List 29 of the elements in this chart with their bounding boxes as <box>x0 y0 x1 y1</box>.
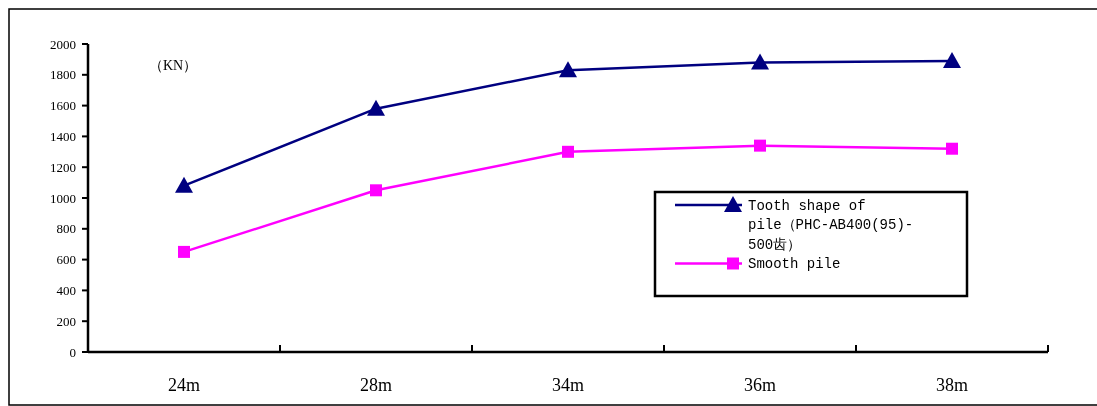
x-tick-label: 28m <box>359 375 393 395</box>
point <box>943 51 961 68</box>
y-tick-label: 2000 <box>50 36 76 52</box>
point <box>946 142 958 155</box>
y-tick-label: 800 <box>56 221 76 237</box>
point <box>559 61 577 78</box>
legend-label: Smooth pile <box>748 256 841 273</box>
y-tick-label: 600 <box>56 252 76 268</box>
y-tick-label: 1200 <box>50 159 76 175</box>
legend-label: Tooth shape of pile（PHC-AB400(95)-500齿） <box>748 197 914 253</box>
point <box>370 184 382 197</box>
y-tick-label: 400 <box>56 282 76 298</box>
x-tick-label: 36m <box>743 375 777 395</box>
point <box>562 145 574 158</box>
point <box>178 245 190 258</box>
x-tick-label: 34m <box>551 375 585 395</box>
y-tick-label: 0 <box>69 344 76 360</box>
y-tick-label: 1800 <box>50 67 76 83</box>
y-tick-label: 200 <box>56 313 76 329</box>
y-tick-label: 1600 <box>50 98 76 114</box>
x-tick-label: 24m <box>167 375 201 395</box>
y-tick-label: 1400 <box>50 128 76 144</box>
point <box>754 139 766 152</box>
x-tick-label: 38m <box>935 375 969 395</box>
y-tick-label: 1000 <box>50 190 76 206</box>
point <box>175 176 193 193</box>
y-axis-title: （KN） <box>149 58 198 73</box>
point <box>751 53 769 70</box>
point <box>367 99 385 116</box>
